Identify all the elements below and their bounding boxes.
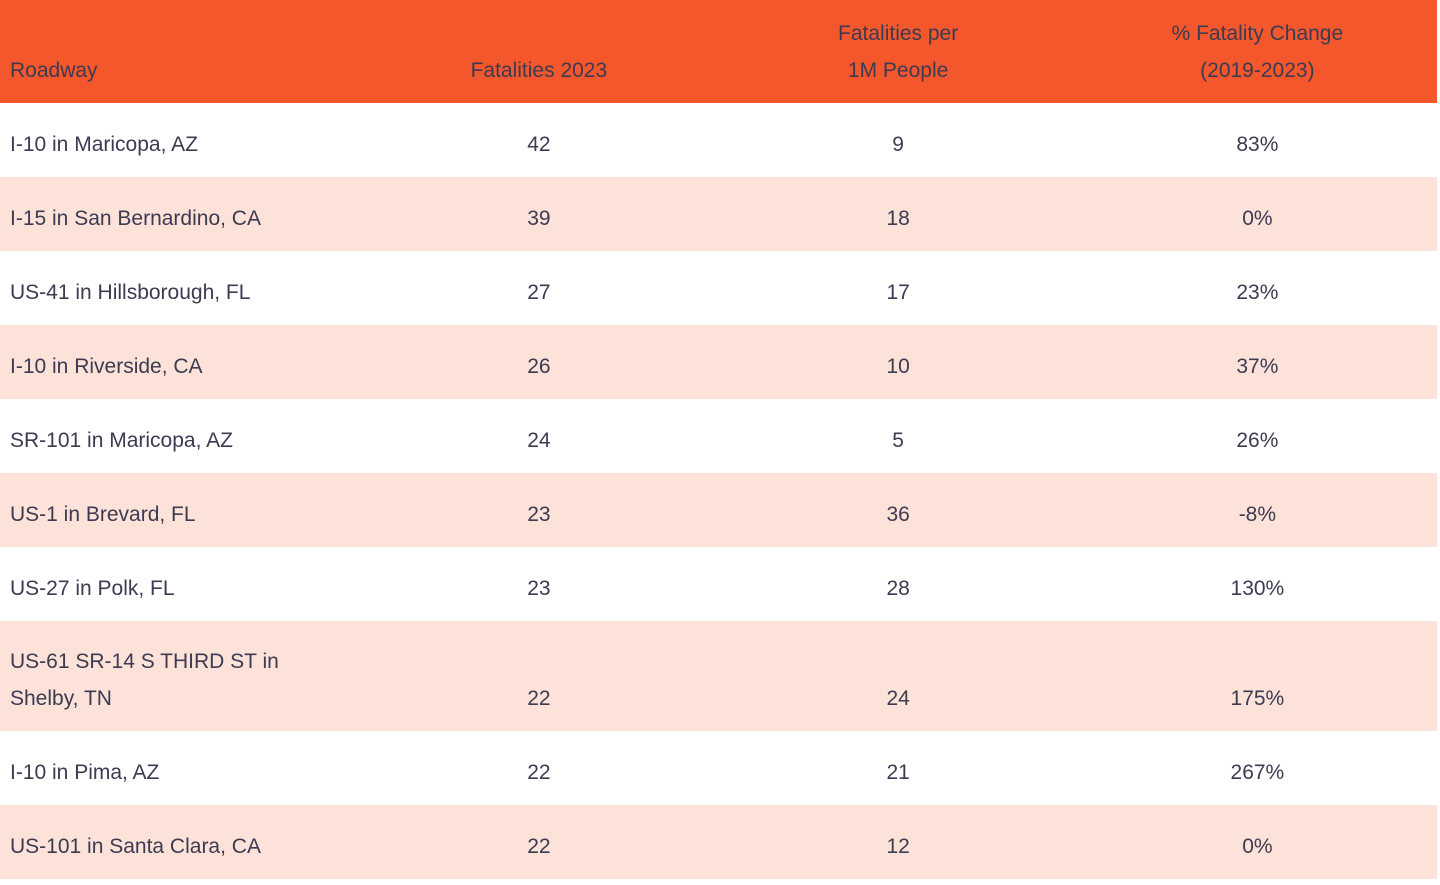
header-label-line: 1M People — [847, 59, 949, 82]
cell-pct-change: 37% — [1236, 355, 1279, 378]
header-label-line: Roadway — [10, 59, 98, 82]
cell-fatalities-2023: 24 — [527, 429, 551, 452]
header-label-line: % Fatality Change — [1171, 22, 1344, 45]
cell-fatalities-per-1m: 5 — [892, 429, 904, 452]
header-label-line: Fatalities 2023 — [470, 59, 608, 82]
cell-fatalities-2023: 26 — [527, 355, 551, 378]
table-header: Roadway Fatalities 2023 Fatalities per 1… — [0, 0, 1437, 103]
cell-pct-change: 267% — [1230, 761, 1285, 784]
table-row: I-10 in Pima, AZ 22 21 267% — [0, 731, 1437, 805]
cell-roadway: US-27 in Polk, FL — [10, 577, 175, 600]
header-label-line: Fatalities per — [838, 22, 959, 45]
table-body: I-10 in Maricopa, AZ 42 9 83% I-15 in San Be… — [0, 103, 1437, 879]
cell-fatalities-per-1m: 9 — [892, 133, 904, 156]
cell-fatalities-per-1m: 28 — [886, 577, 910, 600]
cell-pct-change: 130% — [1230, 577, 1285, 600]
cell-fatalities-per-1m: 18 — [886, 207, 910, 230]
cell-fatalities-per-1m: 10 — [886, 355, 910, 378]
header-row: Roadway Fatalities 2023 Fatalities per 1… — [0, 0, 1437, 103]
col-header-fatalities-2023: Fatalities 2023 — [359, 0, 719, 103]
col-header-pct-change: % Fatality Change (2019-2023) — [1077, 0, 1437, 103]
table-row: I-10 in Riverside, CA 26 10 37% — [0, 325, 1437, 399]
cell-pct-change: 0% — [1242, 207, 1273, 230]
cell-roadway: I-10 in Pima, AZ — [10, 761, 160, 784]
cell-pct-change: 23% — [1236, 281, 1279, 304]
cell-pct-change: -8% — [1238, 503, 1277, 526]
cell-fatalities-per-1m: 17 — [886, 281, 910, 304]
cell-roadway: US-61 SR-14 S THIRD ST in Shelby, TN — [10, 650, 279, 710]
cell-fatalities-per-1m: 12 — [886, 835, 910, 858]
col-header-fatalities-per-1m: Fatalities per 1M People — [718, 0, 1078, 103]
cell-fatalities-2023: 22 — [527, 761, 551, 784]
cell-fatalities-per-1m: 21 — [886, 761, 910, 784]
table-row: US-1 in Brevard, FL 23 36 -8% — [0, 473, 1437, 547]
cell-roadway: US-101 in Santa Clara, CA — [10, 835, 261, 858]
cell-fatalities-2023: 23 — [527, 503, 551, 526]
table-row: SR-101 in Maricopa, AZ 24 5 26% — [0, 399, 1437, 473]
header-label-line: (2019-2023) — [1200, 59, 1315, 82]
cell-fatalities-2023: 22 — [527, 835, 551, 858]
col-header-roadway: Roadway — [0, 0, 360, 103]
cell-pct-change: 26% — [1236, 429, 1279, 452]
cell-pct-change: 0% — [1242, 835, 1273, 858]
cell-fatalities-2023: 42 — [527, 133, 551, 156]
cell-roadway: SR-101 in Maricopa, AZ — [10, 429, 233, 452]
cell-fatalities-2023: 27 — [527, 281, 551, 304]
cell-fatalities-per-1m: 24 — [886, 687, 910, 710]
cell-fatalities-2023: 39 — [527, 207, 551, 230]
cell-fatalities-2023: 22 — [527, 687, 551, 710]
cell-roadway: US-41 in Hillsborough, FL — [10, 281, 251, 304]
cell-roadway: I-15 in San Bernardino, CA — [10, 207, 261, 230]
table-row: US-101 in Santa Clara, CA 22 12 0% — [0, 805, 1437, 879]
cell-roadway: I-10 in Maricopa, AZ — [10, 133, 198, 156]
cell-pct-change: 83% — [1236, 133, 1279, 156]
table-row: US-27 in Polk, FL 23 28 130% — [0, 547, 1437, 621]
cell-pct-change: 175% — [1230, 687, 1285, 710]
table-row: US-41 in Hillsborough, FL 27 17 23% — [0, 251, 1437, 325]
table-row: I-10 in Maricopa, AZ 42 9 83% — [0, 103, 1437, 177]
cell-roadway: US-1 in Brevard, FL — [10, 503, 196, 526]
cell-fatalities-2023: 23 — [527, 577, 551, 600]
table-row: US-61 SR-14 S THIRD ST in Shelby, TN 22 24… — [0, 621, 1437, 731]
table-row: I-15 in San Bernardino, CA 39 18 0% — [0, 177, 1437, 251]
cell-roadway: I-10 in Riverside, CA — [10, 355, 203, 378]
cell-fatalities-per-1m: 36 — [886, 503, 910, 526]
